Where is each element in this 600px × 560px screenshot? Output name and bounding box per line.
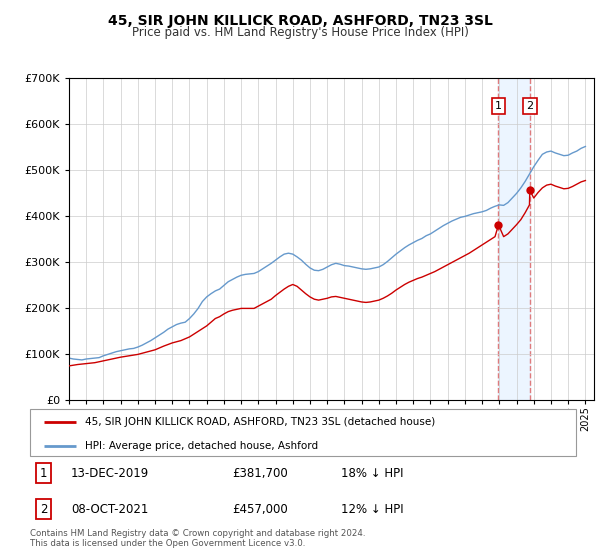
Text: Price paid vs. HM Land Registry's House Price Index (HPI): Price paid vs. HM Land Registry's House … <box>131 26 469 39</box>
Text: Contains HM Land Registry data © Crown copyright and database right 2024.: Contains HM Land Registry data © Crown c… <box>30 529 365 538</box>
Text: 45, SIR JOHN KILLICK ROAD, ASHFORD, TN23 3SL: 45, SIR JOHN KILLICK ROAD, ASHFORD, TN23… <box>107 14 493 28</box>
Text: 18% ↓ HPI: 18% ↓ HPI <box>341 467 404 480</box>
Text: 1: 1 <box>40 467 47 480</box>
Bar <box>499 78 530 400</box>
Text: This data is licensed under the Open Government Licence v3.0.: This data is licensed under the Open Gov… <box>30 539 305 548</box>
Text: 2: 2 <box>526 101 533 111</box>
Text: 1: 1 <box>495 101 502 111</box>
Text: 08-OCT-2021: 08-OCT-2021 <box>71 503 148 516</box>
Text: 45, SIR JOHN KILLICK ROAD, ASHFORD, TN23 3SL (detached house): 45, SIR JOHN KILLICK ROAD, ASHFORD, TN23… <box>85 417 435 427</box>
Text: HPI: Average price, detached house, Ashford: HPI: Average price, detached house, Ashf… <box>85 441 318 451</box>
Text: 2: 2 <box>40 503 47 516</box>
Text: £381,700: £381,700 <box>232 467 288 480</box>
Text: £457,000: £457,000 <box>232 503 288 516</box>
Text: 12% ↓ HPI: 12% ↓ HPI <box>341 503 404 516</box>
Text: 13-DEC-2019: 13-DEC-2019 <box>71 467 149 480</box>
